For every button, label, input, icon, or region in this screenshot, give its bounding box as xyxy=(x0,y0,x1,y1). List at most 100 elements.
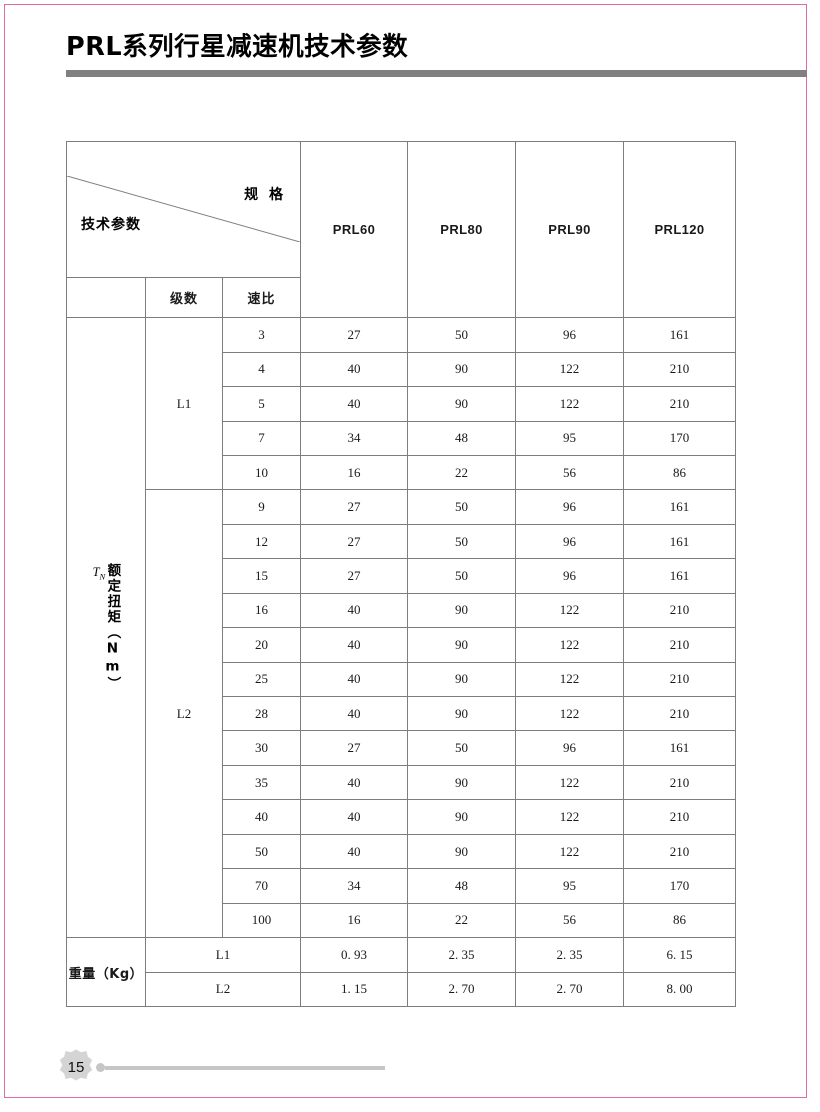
torque-value-cell: 16 xyxy=(300,902,409,939)
page-title: PRL系列行星减速机技术参数 xyxy=(66,32,409,62)
gear-icon xyxy=(59,1049,93,1081)
torque-value-cell: 90 xyxy=(407,592,517,629)
torque-value-cell: 48 xyxy=(407,868,517,904)
torque-value-cell: 90 xyxy=(407,386,517,422)
torque-value-cell: 170 xyxy=(623,420,737,456)
torque-value-cell: 161 xyxy=(623,489,737,525)
page-number: 15 xyxy=(67,1058,85,1076)
ratio-cell: 20 xyxy=(221,627,302,663)
torque-value-cell: 96 xyxy=(515,523,625,560)
torque-value-cell: 40 xyxy=(300,696,409,732)
torque-value-cell: 90 xyxy=(407,351,517,388)
torque-value-cell: 122 xyxy=(515,351,625,388)
table-row: 70 34 48 95 170 xyxy=(67,868,737,904)
torque-value-cell: 34 xyxy=(300,420,409,456)
torque-value-cell: 50 xyxy=(407,317,517,353)
torque-value-cell: 210 xyxy=(623,764,737,801)
torque-value-cell: 122 xyxy=(515,833,625,870)
spec-table: 规 格技术参数 PRL60 PRL80 PRL90 PRL120 级数 速比 额定扭矩（Nm）… xyxy=(65,140,737,1008)
torque-value-cell: 90 xyxy=(407,833,517,870)
torque-value-cell: 40 xyxy=(300,833,409,870)
torque-value-cell: 95 xyxy=(515,420,625,456)
ratio-cell: 40 xyxy=(221,799,302,835)
torque-value-cell: 40 xyxy=(300,351,409,388)
table-row: 16 40 90 122 210 xyxy=(67,592,737,629)
table-row: 5 40 90 122 210 xyxy=(67,386,737,422)
torque-value-cell: 210 xyxy=(623,661,737,698)
ratio-cell: 5 xyxy=(221,386,302,422)
torque-value-cell: 40 xyxy=(300,661,409,698)
parameter-axis-label: 技术参数 xyxy=(81,217,141,234)
table-row: L2 9 27 50 96 161 xyxy=(67,489,737,939)
table-row: 额定扭矩（Nm） TN L1 3 27 50 96 161 xyxy=(66,317,737,939)
torque-value-cell: 90 xyxy=(407,764,517,801)
ratio-cell: 15 xyxy=(221,558,302,594)
torque-value-cell: 40 xyxy=(300,592,409,629)
table-row: 12 27 50 96 161 xyxy=(67,523,737,560)
torque-value-cell: 90 xyxy=(407,661,517,698)
torque-value-cell: 48 xyxy=(407,420,517,456)
weight-value-cell: 0. 93 xyxy=(300,937,409,973)
diagonal-divider xyxy=(67,176,301,243)
table-row: 30 27 50 96 161 xyxy=(67,730,737,766)
subheader-blank xyxy=(66,276,146,319)
weight-value-cell: 1. 15 xyxy=(300,971,409,1008)
stage-group-L2: L2 xyxy=(145,489,223,939)
torque-value-cell: 95 xyxy=(515,868,625,904)
torque-value-cell: 50 xyxy=(407,523,517,560)
torque-value-cell: 16 xyxy=(300,454,409,491)
rated-torque-label: 额定扭矩（Nm） TN xyxy=(92,563,121,693)
torque-value-cell: 90 xyxy=(407,696,517,732)
footer-line xyxy=(105,1066,385,1070)
torque-value-cell: 210 xyxy=(623,696,737,732)
torque-value-cell: 96 xyxy=(515,489,625,525)
torque-value-cell: 50 xyxy=(407,558,517,594)
ratio-cell: 7 xyxy=(221,420,302,456)
model-header-4: PRL120 xyxy=(623,140,737,319)
torque-value-cell: 210 xyxy=(623,627,737,663)
torque-value-cell: 122 xyxy=(515,696,625,732)
table-row: 20 40 90 122 210 xyxy=(67,627,737,663)
torque-value-cell: 34 xyxy=(300,868,409,904)
weight-value-cell: 2. 70 xyxy=(407,971,517,1008)
torque-value-cell: 96 xyxy=(515,730,625,766)
weight-value-cell: 2. 70 xyxy=(515,971,625,1008)
weight-value-cell: 2. 35 xyxy=(515,937,625,973)
torque-value-cell: 27 xyxy=(300,317,409,353)
stage-group-L1: L1 xyxy=(145,317,223,491)
subheader-stages: 级数 xyxy=(145,276,223,319)
torque-value-cell: 27 xyxy=(300,730,409,766)
torque-value-cell: 210 xyxy=(623,351,737,388)
ratio-cell: 16 xyxy=(221,592,302,629)
ratio-cell: 4 xyxy=(221,351,302,388)
table-row: 50 40 90 122 210 xyxy=(67,833,737,870)
model-header-2: PRL80 xyxy=(407,140,517,319)
weight-value-cell: 8. 00 xyxy=(623,971,737,1008)
page-footer: 15 xyxy=(57,1048,397,1088)
torque-value-cell: 210 xyxy=(623,799,737,835)
table-row: 15 27 50 96 161 xyxy=(67,558,737,594)
rated-torque-label-cell: 额定扭矩（Nm） TN xyxy=(66,317,146,939)
ratio-cell: 30 xyxy=(221,730,302,766)
ratio-cell: 10 xyxy=(221,454,302,491)
model-header-1: PRL60 xyxy=(300,140,409,319)
torque-value-cell: 161 xyxy=(623,558,737,594)
torque-value-cell: 40 xyxy=(300,627,409,663)
torque-value-cell: 210 xyxy=(623,386,737,422)
torque-value-cell: 50 xyxy=(407,730,517,766)
torque-value-cell: 161 xyxy=(623,523,737,560)
torque-value-cell: 90 xyxy=(407,799,517,835)
torque-value-cell: 122 xyxy=(515,386,625,422)
torque-value-cell: 210 xyxy=(623,833,737,870)
subheader-ratio: 速比 xyxy=(221,276,302,319)
table-row: 100 16 22 56 86 xyxy=(67,902,737,939)
table-row: 7 34 48 95 170 xyxy=(67,420,737,456)
weight-value-cell: 6. 15 xyxy=(623,937,737,973)
weight-label-cell: 重量（Kg） xyxy=(66,937,146,1007)
torque-value-cell: 122 xyxy=(515,799,625,835)
table-row: 25 40 90 122 210 xyxy=(67,661,737,698)
torque-value-cell: 22 xyxy=(407,454,517,491)
torque-value-cell: 90 xyxy=(407,627,517,663)
torque-value-cell: 22 xyxy=(407,902,517,939)
weight-row: 重量（Kg） L1 0. 93 2. 35 2. 35 6. 15 xyxy=(66,937,737,1007)
